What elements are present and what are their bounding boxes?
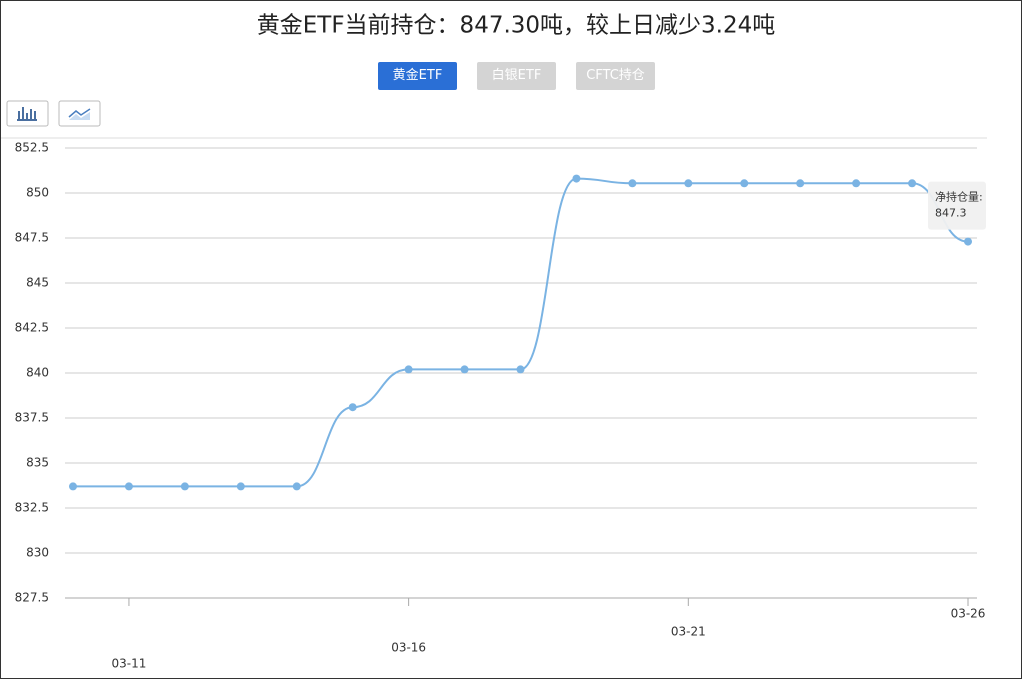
- tab-button[interactable]: 白银ETF: [477, 62, 556, 90]
- point: [516, 365, 525, 374]
- tab-button[interactable]: CFTC持仓: [576, 62, 655, 90]
- tooltip-label: 净持仓量:: [935, 190, 983, 204]
- x-tick-label: 03-26: [951, 607, 986, 621]
- toolbar[interactable]: [6, 100, 101, 127]
- point: [236, 482, 245, 491]
- point: [740, 179, 749, 188]
- y-tick-label: 835: [26, 456, 49, 470]
- point: [572, 174, 581, 183]
- tooltip-value: 847.3: [935, 207, 967, 220]
- point: [124, 482, 133, 491]
- point: [964, 237, 972, 246]
- point: [628, 179, 637, 188]
- y-tick-label: 850: [26, 186, 49, 200]
- point: [404, 365, 413, 374]
- y-tick-label: 847.5: [15, 231, 49, 245]
- line: [73, 177, 969, 488]
- x-tick-label: 03-11: [112, 657, 147, 671]
- y-tick-label: 827.5: [15, 591, 49, 605]
- y-tick-label: 832.5: [15, 501, 49, 515]
- y-tick-label: 845: [26, 276, 49, 290]
- tooltip: [928, 181, 986, 230]
- point: [460, 365, 469, 374]
- point: [292, 482, 301, 491]
- point: [180, 482, 189, 491]
- point: [908, 179, 917, 188]
- x-tick-label: 03-21: [671, 625, 706, 639]
- point: [69, 482, 77, 491]
- y-tick-label: 842.5: [15, 321, 49, 335]
- chart-title: 黄金ETF当前持仓：847.30吨，较上日减少3.24吨: [257, 13, 776, 39]
- point: [852, 179, 861, 188]
- y-tick-label: 837.5: [15, 411, 49, 425]
- x-tick-label: 03-16: [391, 641, 426, 655]
- y-tick-label: 852.5: [15, 141, 49, 155]
- y-tick-label: 840: [26, 366, 49, 380]
- point: [796, 179, 805, 188]
- point: [348, 403, 357, 412]
- y-tick-label: 830: [26, 546, 49, 560]
- point: [684, 179, 693, 188]
- tab-button[interactable]: 黄金ETF: [378, 62, 457, 90]
